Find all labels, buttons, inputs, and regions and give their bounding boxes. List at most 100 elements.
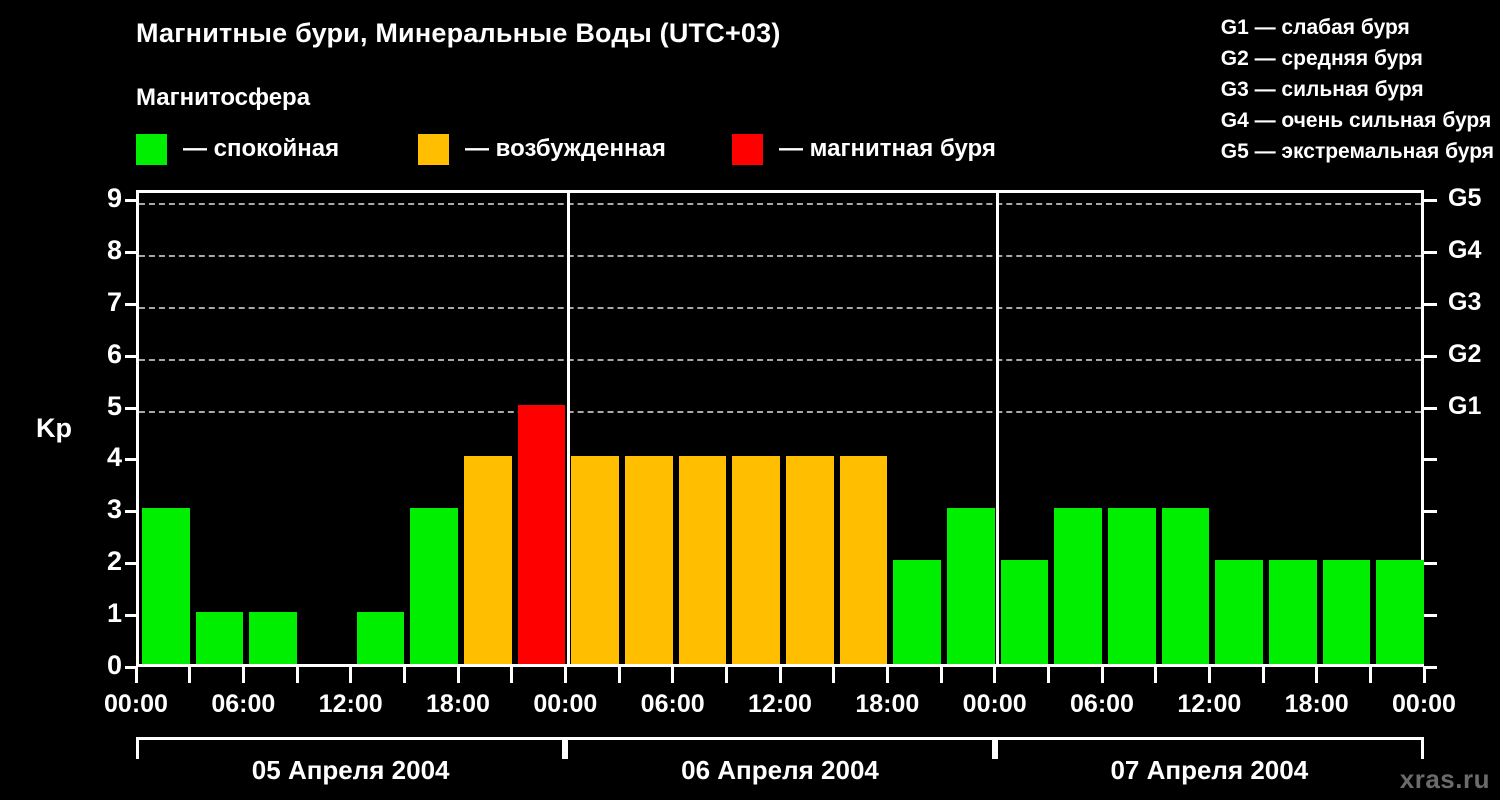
x-tick-label-12: 00:00 — [1392, 690, 1456, 718]
y-tick-label-8: 8 — [106, 234, 122, 265]
gridline-kp-6 — [139, 358, 1421, 361]
x-tick-label-0: 00:00 — [104, 690, 168, 718]
x-tick-label-10: 12:00 — [1177, 690, 1242, 718]
x-tick-mark-9 — [617, 667, 621, 683]
x-tick-mark-0 — [134, 667, 138, 683]
plot-area — [136, 190, 1424, 667]
x-tick-mark-1 — [188, 667, 192, 683]
g-axis-tick-mark-kp-5 — [1424, 406, 1437, 410]
x-tick-label-11: 18:00 — [1284, 690, 1349, 718]
g-axis-tick-mark-kp-4 — [1424, 458, 1437, 462]
x-tick-mark-8 — [563, 667, 567, 683]
bar — [678, 456, 727, 664]
bar-series — [139, 193, 1424, 664]
y-tick-label-1: 1 — [106, 598, 122, 629]
x-tick-mark-15 — [939, 667, 943, 683]
bar — [947, 508, 995, 664]
x-tick-mark-18 — [1100, 667, 1104, 683]
x-tick-mark-24 — [1422, 667, 1426, 683]
storm-scale-legend: G1 — слабая буря G2 — средняя буря G3 — си… — [1221, 12, 1494, 167]
x-tick-label-9: 06:00 — [1070, 690, 1134, 718]
x-tick-mark-22 — [1315, 667, 1319, 683]
bar — [786, 456, 834, 664]
day-label-2: 06 Апреля 2004 — [681, 755, 879, 785]
x-tick-mark-11 — [724, 667, 728, 683]
bar — [195, 612, 244, 664]
day-bracket-2 — [565, 737, 995, 759]
bar — [1269, 560, 1317, 664]
x-tick-mark-19 — [1154, 667, 1158, 683]
g-axis-tick-mark-kp-8 — [1424, 250, 1437, 254]
x-tick-mark-5 — [402, 667, 406, 683]
legend-swatch-icon — [418, 133, 449, 165]
bar — [893, 560, 941, 664]
x-tick-label-3: 18:00 — [426, 690, 490, 718]
x-tick-mark-7 — [510, 667, 514, 683]
g-axis-tick-mark-kp-2 — [1424, 562, 1437, 566]
bar — [1108, 508, 1156, 664]
bar — [1376, 560, 1424, 664]
bar — [517, 404, 566, 664]
gridline-kp-7 — [139, 306, 1421, 309]
x-tick-mark-4 — [349, 667, 353, 683]
storm-scale-legend-line-3: G3 — сильная буря — [1220, 78, 1424, 101]
legend-swatch-icon — [136, 133, 167, 165]
g-axis-tick-mark-kp-9 — [1424, 199, 1437, 202]
gridline-kp-8 — [139, 254, 1421, 257]
x-tick-mark-12 — [778, 667, 782, 683]
g-axis-tick-mark-kp-7 — [1424, 302, 1437, 306]
y-tick-label-4: 4 — [106, 442, 122, 473]
x-tick-label-5: 06:00 — [640, 690, 705, 718]
g-axis-label-G4: G4 — [1448, 235, 1482, 264]
x-tick-label-6: 12:00 — [748, 690, 812, 718]
bar — [410, 508, 458, 664]
watermark: xras.ru — [1399, 764, 1490, 794]
storm-scale-legend-line-1: G1 — слабая буря — [1220, 16, 1410, 39]
y-tick-label-2: 2 — [106, 546, 122, 577]
x-tick-label-2: 12:00 — [318, 690, 383, 718]
legend-item-0: — спокойная — [136, 133, 339, 165]
gridline-kp-5 — [139, 410, 1421, 413]
bar — [464, 456, 512, 664]
y-tick-mark-4 — [125, 458, 136, 462]
storm-scale-legend-line-4: G4 — очень сильная буря — [1220, 109, 1492, 132]
y-tick-mark-1 — [125, 614, 136, 618]
x-tick-mark-20 — [1207, 667, 1211, 683]
y-tick-mark-0 — [125, 666, 136, 669]
legend-item-1: — возбужденная — [418, 133, 666, 165]
x-tick-label-1: 06:00 — [211, 690, 276, 718]
x-tick-mark-21 — [1261, 667, 1265, 683]
legend-item-label: — возбужденная — [465, 135, 666, 162]
y-tick-mark-6 — [125, 354, 136, 358]
legend-swatch-icon — [732, 133, 763, 165]
g-axis-label-G5: G5 — [1448, 184, 1482, 212]
x-tick-mark-13 — [832, 667, 836, 683]
x-tick-mark-23 — [1368, 667, 1372, 683]
x-tick-mark-6 — [456, 667, 460, 683]
g-axis-label-G1: G1 — [1448, 391, 1482, 420]
bar — [1054, 508, 1102, 664]
y-tick-mark-5 — [125, 406, 136, 410]
y-tick-mark-3 — [125, 510, 136, 514]
bar — [571, 456, 619, 664]
page-title: Магнитные бури, Минеральные Воды (UTC+03… — [136, 18, 781, 48]
magnetosphere-heading: Магнитосфера — [136, 84, 311, 111]
y-tick-label-7: 7 — [106, 286, 122, 317]
day-separator-1 — [566, 193, 570, 664]
legend-item-label: — спокойная — [183, 135, 340, 162]
g-axis-tick-mark-kp-0 — [1424, 666, 1437, 669]
y-tick-mark-7 — [125, 302, 136, 306]
day-bracket-3 — [994, 737, 1424, 759]
gridline-kp-9 — [139, 203, 1421, 205]
y-tick-mark-2 — [125, 562, 136, 566]
day-label-1: 05 Апреля 2004 — [251, 755, 450, 785]
bar — [1322, 560, 1371, 664]
x-tick-label-8: 00:00 — [962, 690, 1027, 718]
day-separator-2 — [996, 193, 1000, 664]
x-tick-mark-3 — [295, 667, 299, 683]
legend-item-label: — магнитная буря — [779, 135, 996, 162]
bar — [1161, 508, 1210, 664]
y-tick-mark-8 — [125, 250, 136, 254]
storm-scale-legend-line-5: G5 — экстремальная буря — [1220, 140, 1494, 163]
